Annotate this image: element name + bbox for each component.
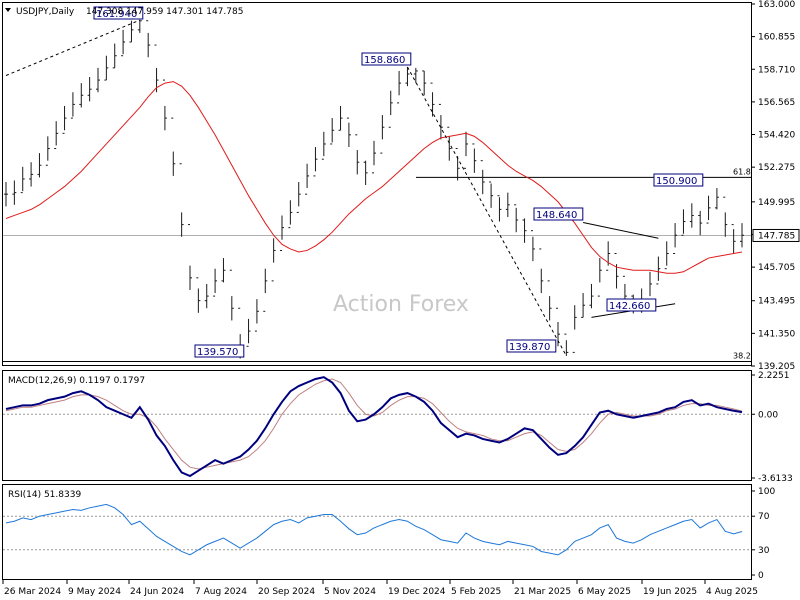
price-layer: 61.8 38.2 161.940 158.860 139.570 139.870 148.… (3, 6, 751, 363)
macd-pane-frame (2, 370, 752, 481)
x-tick-label: 19 Dec 2024 (388, 587, 446, 597)
x-tick-label: 24 Jun 2024 (130, 587, 184, 597)
price-annotation-label: 139.570 (197, 347, 238, 358)
price-tick-label: 149.995 (758, 198, 795, 208)
price-pane-frame (2, 2, 752, 366)
x-tick-label: 4 Aug 2025 (706, 587, 758, 597)
fib-label-38-2: 38.2 (733, 352, 751, 361)
price-tick-label: 160.855 (758, 33, 795, 43)
x-tick-label: 5 Nov 2024 (324, 587, 376, 597)
rsi-tick-label: 30 (758, 546, 770, 556)
x-tick-label: 5 Feb 2025 (451, 587, 501, 597)
rsi-layer (3, 503, 751, 556)
trendline (5, 19, 141, 76)
rsi-title: RSI(14) 51.8339 (8, 490, 81, 500)
price-tick-label: 156.565 (758, 98, 795, 108)
price-tick-label: 163.000 (758, 0, 795, 10)
macd-tick-label: -3.6133 (758, 474, 793, 484)
price-annotation-label: 150.900 (656, 176, 697, 187)
x-tick-label: 7 Aug 2024 (195, 587, 247, 597)
last-price-label: 147.785 (758, 231, 795, 241)
x-tick-label: 9 May 2024 (68, 587, 121, 597)
price-tick-label: 152.275 (758, 163, 795, 173)
price-annotation-box (506, 339, 557, 353)
trendline (407, 66, 567, 357)
x-tick-label: 19 Jun 2025 (643, 587, 697, 597)
chart-ohlc-values: 147.308 147.959 147.301 147.785 (86, 7, 243, 17)
macd-title: MACD(12,26,9) 0.1197 0.1797 (8, 376, 145, 386)
x-tick-label: 6 May 2025 (578, 587, 631, 597)
rsi-pane-frame (2, 484, 752, 580)
menu-triangle-icon[interactable] (5, 8, 11, 12)
last-price-tag (752, 228, 800, 242)
x-tick-label: 21 Mar 2025 (514, 587, 571, 597)
x-tick-label: 20 Sep 2024 (258, 587, 315, 597)
rsi-tick-label: 70 (758, 512, 770, 522)
price-annotation-box (606, 298, 657, 312)
rsi-line (5, 503, 743, 556)
price-annotation-box (93, 6, 144, 20)
price-tick-label: 145.705 (758, 263, 795, 273)
macd-signal-line (5, 378, 743, 470)
price-annotation-box (533, 207, 584, 221)
rsi-tick-label: 0 (758, 571, 764, 581)
price-tick-label: 139.205 (758, 362, 795, 372)
moving-average-line (5, 81, 743, 274)
price-annotation-box (361, 52, 412, 66)
price-annotation-label: 139.870 (509, 342, 550, 353)
x-tick-label: 26 Mar 2024 (4, 587, 61, 597)
price-tick-label: 143.495 (758, 297, 795, 307)
price-annotation-label: 158.860 (364, 55, 405, 66)
price-annotation-label: 148.640 (536, 210, 577, 221)
macd-tick-label: 0.00 (758, 410, 778, 420)
trendline (582, 221, 659, 239)
chart-title-instrument: USDJPY,Daily (16, 7, 75, 17)
rsi-tick-label: 100 (758, 487, 775, 497)
macd-line (5, 376, 743, 478)
price-tick-label: 158.710 (758, 65, 795, 75)
price-annotation-label: 161.940 (96, 9, 137, 20)
macd-tick-label: 2.2251 (758, 371, 790, 381)
watermark-text: Action Forex (333, 292, 469, 317)
price-tick-label: 154.420 (758, 131, 795, 141)
price-annotation-box (194, 344, 245, 358)
price-annotation-box (653, 173, 704, 187)
price-annotation-label: 142.660 (609, 301, 650, 312)
macd-layer (3, 376, 751, 478)
price-tick-label: 141.350 (758, 329, 795, 339)
fib-label-61-8: 61.8 (733, 167, 751, 176)
